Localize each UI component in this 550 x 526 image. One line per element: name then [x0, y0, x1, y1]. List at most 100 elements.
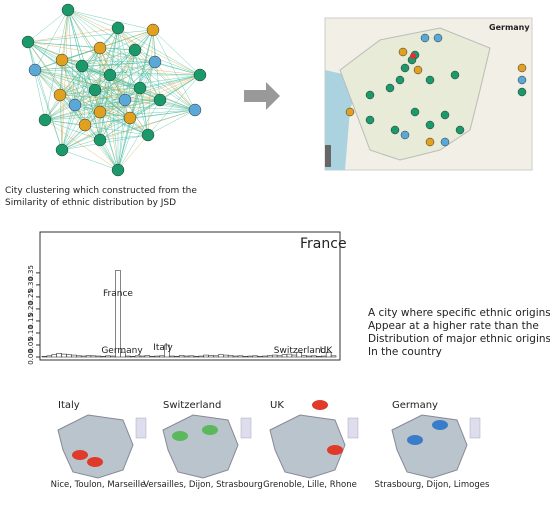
edge: [67, 9, 154, 31]
node: [148, 55, 162, 69]
panel-title: Italy: [58, 400, 80, 411]
highlight: [87, 457, 103, 467]
edge: [61, 61, 156, 151]
panel-caption: Versailles, Dijon, Strasbourg: [143, 480, 263, 490]
map-dot: [425, 137, 435, 147]
bar: [149, 355, 156, 358]
bar: [330, 355, 337, 358]
edge: [34, 69, 141, 89]
bar: [51, 354, 57, 358]
inset: [240, 417, 252, 439]
france-shape: [162, 414, 239, 479]
bar: [232, 355, 239, 358]
edge: [147, 109, 196, 136]
edge: [61, 47, 101, 151]
description: A city where specific ethnic originsAppe…: [368, 307, 550, 358]
bar: [159, 355, 165, 358]
panel-caption: Grenoble, Lille, Rhone: [263, 480, 357, 490]
map-dot: [395, 75, 405, 85]
edge: [34, 69, 119, 171]
node: [93, 105, 107, 119]
bar: [218, 354, 224, 358]
map-dot: [413, 65, 423, 75]
map-dot: [433, 33, 443, 43]
map-dot: [385, 83, 395, 93]
edge: [27, 41, 126, 101]
node: [93, 41, 107, 55]
edge: [94, 74, 201, 91]
edge: [139, 87, 149, 136]
node: [75, 59, 89, 73]
bar: [174, 355, 180, 358]
description-line: In the country: [368, 346, 442, 358]
bar: [46, 355, 53, 358]
map-dot: [420, 33, 430, 43]
bar: [178, 355, 185, 358]
edge: [34, 69, 201, 76]
map: Germany: [324, 17, 533, 171]
map-dot: [517, 63, 527, 73]
edge: [44, 99, 126, 121]
bar: [316, 355, 322, 358]
map-dot: [455, 125, 465, 135]
edge: [124, 99, 149, 136]
edge: [59, 9, 69, 96]
edge: [117, 99, 161, 171]
edge: [44, 111, 101, 121]
edge: [117, 99, 126, 171]
edge: [61, 104, 76, 151]
node: [193, 68, 207, 82]
edge: [44, 109, 196, 121]
bar: [237, 355, 244, 358]
node: [53, 88, 67, 102]
description-line: Appear at a higher rate than the: [368, 320, 539, 332]
map-dot: [425, 120, 435, 130]
highlight: [312, 400, 328, 410]
bar: [257, 355, 263, 358]
highlight: [172, 431, 188, 441]
node: [111, 21, 125, 35]
node: [68, 98, 82, 112]
node: [188, 103, 202, 117]
edge: [99, 47, 141, 89]
node: [141, 128, 155, 142]
edge: [27, 41, 136, 51]
panel-title: Germany: [392, 400, 438, 411]
map-label: Germany: [489, 23, 530, 32]
node: [118, 93, 132, 107]
bar: [71, 354, 77, 358]
edge: [44, 9, 69, 121]
edge: [61, 59, 101, 113]
bar: [80, 355, 87, 358]
bar: [203, 354, 209, 358]
bar: [306, 355, 312, 358]
edge: [61, 149, 119, 171]
edge: [44, 119, 149, 136]
node: [128, 43, 142, 57]
bar: [110, 355, 116, 358]
edge: [61, 89, 96, 151]
bar: [247, 355, 254, 358]
bar: [139, 355, 146, 358]
bar: [198, 355, 205, 358]
edge: [59, 94, 126, 101]
edge: [81, 49, 136, 67]
bar: [41, 355, 48, 358]
node: [93, 133, 107, 147]
bar: [120, 351, 126, 358]
edge: [59, 49, 136, 96]
edge: [139, 87, 196, 111]
node: [133, 81, 147, 95]
bar-label: Italy: [153, 343, 173, 353]
node: [21, 35, 35, 49]
caption-line: City clustering which constructed from t…: [5, 186, 197, 196]
map-dot: [440, 137, 450, 147]
bar-label: France: [103, 289, 133, 299]
edge: [94, 89, 131, 119]
node: [88, 83, 102, 97]
edge: [34, 69, 101, 113]
edge: [109, 74, 119, 171]
map-dot: [365, 90, 375, 100]
bar: [213, 355, 219, 358]
bar-label: Germany: [101, 346, 143, 356]
